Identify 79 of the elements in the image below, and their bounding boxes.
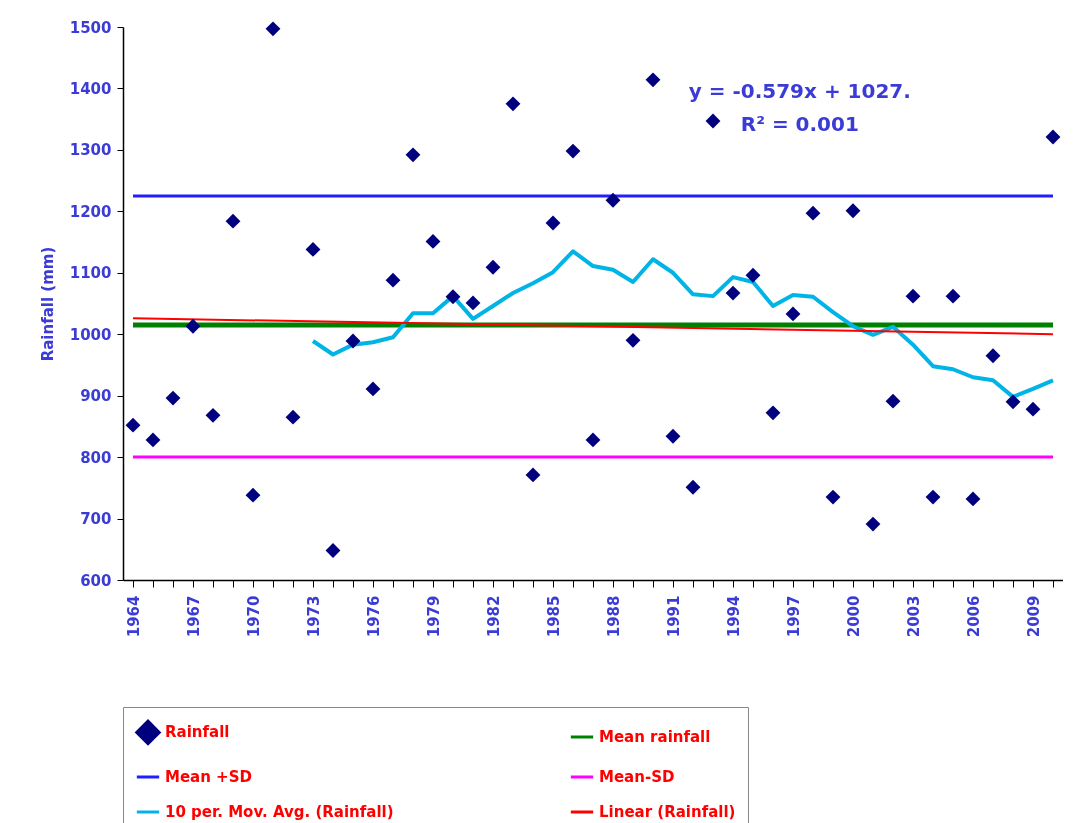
- point: [965, 491, 981, 507]
- point: [405, 147, 421, 163]
- x-tick-label: 1970: [244, 595, 263, 638]
- point: [785, 306, 801, 322]
- point: [625, 332, 641, 348]
- x-tick-label: 1967: [184, 595, 203, 638]
- legend-label: Mean rainfall: [599, 728, 711, 746]
- x-tick-label: 1964: [124, 595, 143, 638]
- x-tick-label: 1997: [784, 595, 803, 638]
- point: [925, 489, 941, 505]
- point: [805, 205, 821, 221]
- y-tick-label: 1400: [69, 79, 112, 98]
- x-tick-label: 1982: [484, 595, 503, 638]
- point: [385, 272, 401, 288]
- x-tick-label: 2000: [844, 595, 863, 638]
- y-tick-label: 900: [80, 387, 112, 406]
- x-tick-label: 1985: [544, 595, 563, 638]
- annotation: R² = 0.001: [740, 112, 859, 136]
- point: [285, 409, 301, 425]
- point: [525, 467, 541, 483]
- point: [485, 259, 501, 275]
- point: [245, 487, 261, 503]
- x-tick-label: 1973: [304, 595, 323, 638]
- point: [905, 288, 921, 304]
- point: [745, 267, 761, 283]
- point: [445, 289, 461, 305]
- x-tick-label: 2003: [904, 595, 923, 638]
- point: [665, 428, 681, 444]
- point: [1045, 129, 1061, 145]
- legend-label: 10 per. Mov. Avg. (Rainfall): [165, 803, 394, 821]
- point: [125, 417, 141, 433]
- point: [1005, 394, 1021, 410]
- x-tick-label: 2006: [964, 595, 983, 638]
- legend-label: Mean +SD: [165, 768, 252, 786]
- point: [545, 215, 561, 231]
- legend-label: Mean-SD: [599, 768, 675, 786]
- point: [465, 295, 481, 311]
- legend-label: Linear (Rainfall): [599, 803, 736, 821]
- annotation: y = -0.579x + 1027.: [688, 79, 911, 103]
- x-tick-label: 2009: [1024, 595, 1043, 638]
- y-tick-label: 1100: [69, 264, 112, 283]
- y-tick-label: 1000: [69, 325, 112, 344]
- legend-label: Rainfall: [165, 723, 230, 742]
- point: [225, 213, 241, 229]
- point: [765, 405, 781, 421]
- point: [725, 285, 741, 301]
- point: [145, 432, 161, 448]
- point: [365, 381, 381, 397]
- point: [585, 432, 601, 448]
- point: [645, 72, 661, 88]
- y-tick-label: 800: [80, 448, 112, 467]
- point: [845, 203, 861, 219]
- point: [265, 21, 281, 37]
- x-tick-label: 1979: [424, 595, 443, 638]
- point: [185, 318, 201, 334]
- y-tick-label: 600: [80, 571, 112, 590]
- point: [1025, 401, 1041, 417]
- point: [505, 96, 521, 112]
- point: [705, 113, 721, 129]
- point: [885, 393, 901, 409]
- point: [685, 479, 701, 495]
- point: [345, 333, 361, 349]
- point: [605, 192, 621, 208]
- x-tick-label: 1976: [364, 595, 383, 638]
- point: [945, 288, 961, 304]
- point: [985, 348, 1001, 364]
- x-tick-label: 1988: [604, 595, 623, 638]
- y-axis-title: Rainfall (mm): [38, 246, 57, 362]
- y-tick-label: 1200: [69, 202, 112, 221]
- point: [565, 143, 581, 159]
- point: [865, 516, 881, 532]
- x-tick-label: 1991: [664, 595, 683, 638]
- point: [825, 489, 841, 505]
- point: [165, 390, 181, 406]
- x-tick-label: 1994: [724, 595, 743, 638]
- y-tick-label: 1500: [69, 18, 112, 37]
- y-tick-label: 700: [80, 510, 112, 529]
- point: [205, 407, 221, 423]
- y-tick-label: 1300: [69, 141, 112, 160]
